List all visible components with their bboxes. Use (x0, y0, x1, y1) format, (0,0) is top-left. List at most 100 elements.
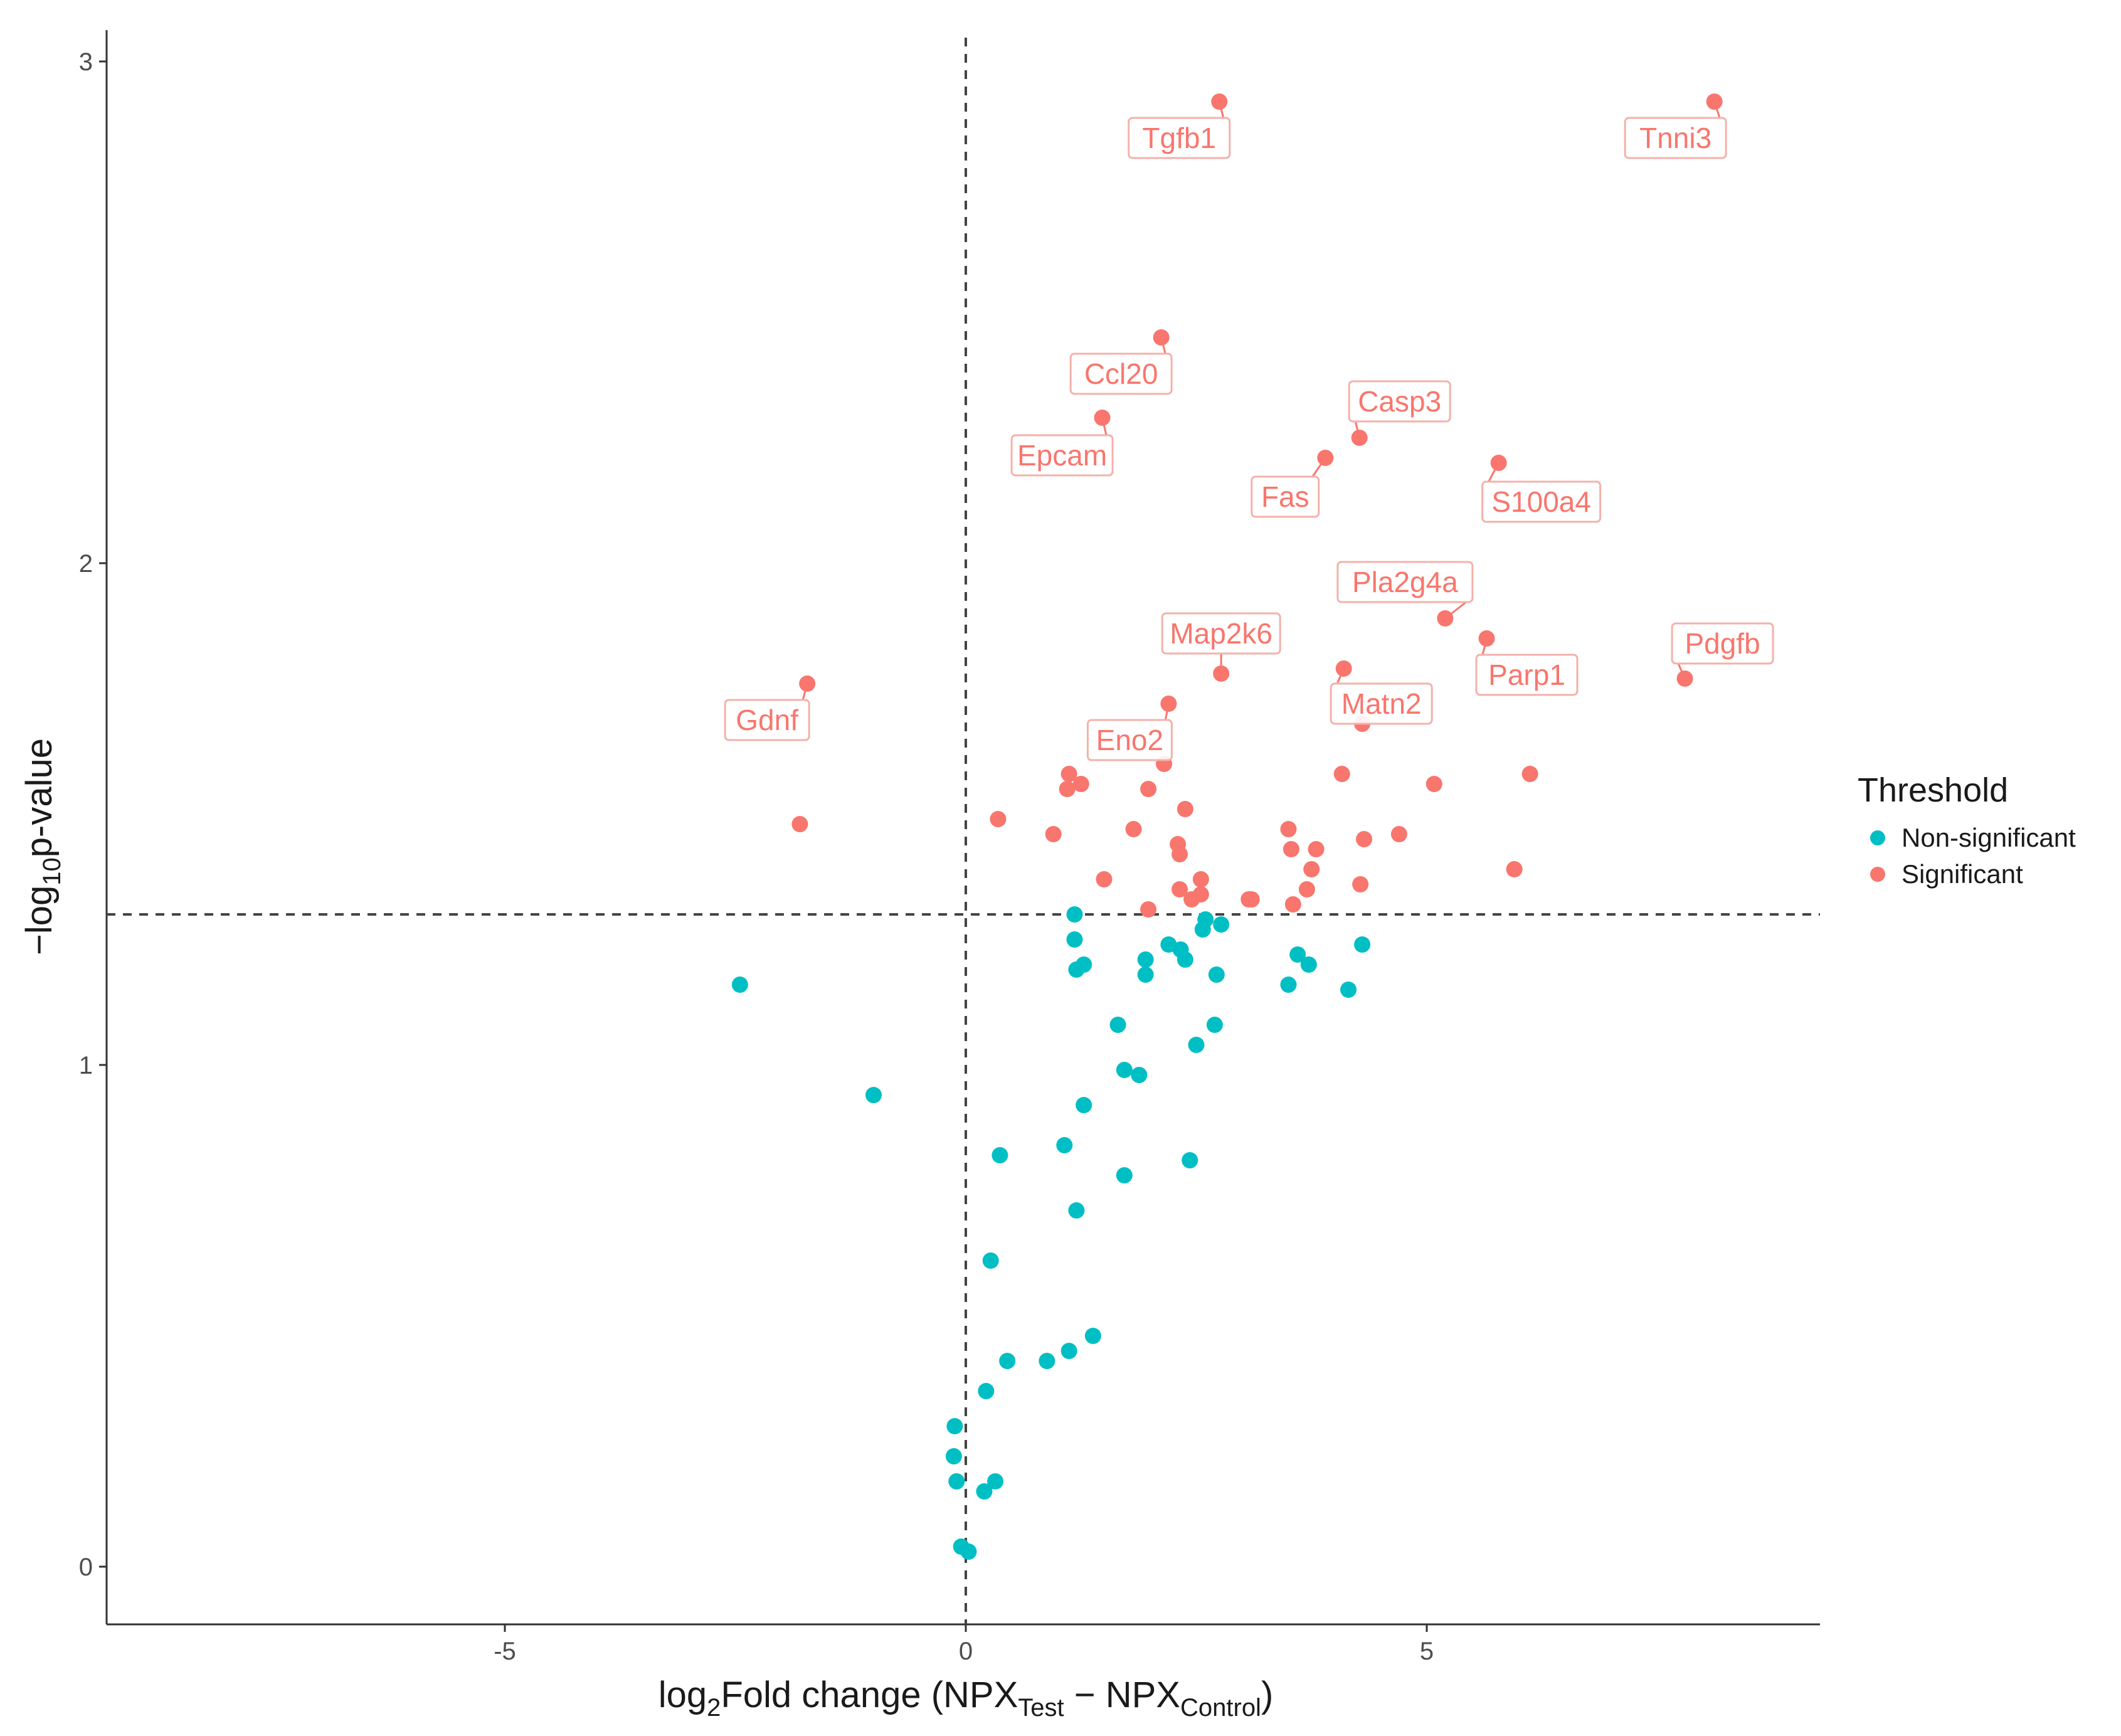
gene-label-box-matn2 (1330, 682, 1433, 725)
point-non-significant (1056, 1137, 1073, 1153)
gene-label-fas: Fas (1261, 480, 1309, 513)
data-points (731, 93, 1723, 1560)
point-significant (1706, 93, 1723, 110)
legend-title: Threshold (1858, 771, 2008, 809)
gene-label-box-fas (1251, 475, 1320, 518)
point-non-significant (992, 1147, 1008, 1163)
point-significant (1333, 766, 1350, 782)
point-significant (1317, 450, 1334, 466)
point-significant (1160, 696, 1177, 712)
point-non-significant (1137, 951, 1154, 968)
x-axis-title-sub3: Control (1180, 1694, 1261, 1722)
x-tick-label: -5 (494, 1638, 516, 1665)
point-significant (1094, 410, 1111, 426)
point-significant (1125, 821, 1142, 837)
point-significant (1140, 781, 1157, 797)
point-non-significant (987, 1473, 1004, 1490)
point-non-significant (1039, 1353, 1055, 1369)
point-significant (1284, 896, 1301, 913)
point-significant (1437, 610, 1454, 627)
gene-label-pla2g4a: Pla2g4a (1352, 566, 1458, 598)
point-significant (799, 675, 816, 692)
point-significant (1211, 93, 1228, 110)
point-significant (1153, 329, 1170, 346)
point-significant (1303, 861, 1320, 877)
x-axis-title-end: ) (1261, 1675, 1273, 1715)
x-axis-title-main: log (659, 1675, 707, 1715)
point-non-significant (1076, 956, 1092, 973)
point-non-significant (1340, 982, 1357, 998)
point-non-significant (948, 1473, 965, 1490)
x-tick-label: 5 (1420, 1638, 1434, 1665)
point-significant (1213, 665, 1230, 682)
point-non-significant (1208, 966, 1225, 983)
point-significant (1243, 891, 1260, 908)
gene-label-casp3: Casp3 (1358, 385, 1441, 418)
legend-label-significant: Significant (1901, 859, 2023, 889)
y-axis-title: −log10p-value (19, 738, 66, 955)
point-non-significant (1066, 931, 1083, 948)
point-significant (1298, 881, 1315, 897)
point-significant (1521, 766, 1538, 782)
point-non-significant (960, 1543, 977, 1560)
threshold-lines (107, 38, 1820, 1624)
point-significant (1192, 871, 1209, 887)
point-significant (1506, 861, 1523, 877)
y-tick-label: 3 (79, 48, 93, 76)
y-axis-title-sub: 10 (38, 857, 66, 886)
x-axis-title-sub1: 2 (707, 1694, 721, 1722)
point-significant (1060, 766, 1077, 782)
gene-label-box-tnni3 (1624, 117, 1727, 159)
legend-swatch-significant (1870, 867, 1885, 882)
gene-label-pdgfb: Pdgfb (1685, 627, 1760, 660)
gene-label-eno2: Eno2 (1096, 724, 1163, 756)
y-axis-title-pre: −log (19, 886, 60, 955)
point-non-significant (1116, 1167, 1133, 1183)
y-axis-ticks: 0 1 2 3 (79, 48, 107, 1581)
point-non-significant (1066, 906, 1083, 923)
point-significant (1192, 886, 1209, 902)
y-tick-label: 1 (79, 1052, 93, 1079)
point-non-significant (1131, 1067, 1148, 1083)
point-significant (1478, 630, 1495, 647)
point-non-significant (999, 1353, 1016, 1369)
point-non-significant (1084, 1328, 1101, 1344)
gene-label-box-tgfb1 (1128, 117, 1231, 159)
point-significant (1390, 826, 1407, 842)
point-significant (1283, 841, 1299, 857)
point-non-significant (982, 1252, 999, 1269)
point-non-significant (1116, 1062, 1133, 1078)
point-significant (1072, 776, 1089, 792)
legend-label-non-significant: Non-significant (1901, 823, 2076, 852)
point-non-significant (1177, 951, 1193, 968)
gene-label-tgfb1: Tgfb1 (1142, 122, 1216, 154)
point-significant (1059, 781, 1076, 797)
x-axis-title: log2Fold change (NPXTest − NPXControl) (659, 1675, 1274, 1722)
point-significant (1676, 670, 1693, 687)
gene-labels: Tgfb1 Tnni3 Ccl20 Epcam Casp3 Fas S100a4 Pla2g4… (724, 117, 1774, 761)
point-significant (1308, 841, 1325, 857)
gene-label-gdnf: Gdnf (736, 704, 798, 736)
point-non-significant (1060, 1343, 1077, 1359)
gene-label-box-gdnf (724, 699, 810, 741)
x-tick-label: 0 (959, 1638, 973, 1665)
gene-label-box-casp3 (1348, 380, 1451, 423)
gene-label-epcam: Epcam (1017, 439, 1107, 472)
gene-label-box-ccl20 (1069, 352, 1173, 395)
gene-label-box-pla2g4a (1336, 561, 1474, 603)
point-non-significant (978, 1383, 995, 1399)
point-non-significant (1289, 946, 1306, 963)
x-axis-title-dash: − NPX (1064, 1675, 1180, 1715)
x-axis-title-mid: Fold change (NPX (721, 1675, 1018, 1715)
x-axis-ticks: -5 0 5 (494, 1624, 1434, 1665)
point-significant (1335, 660, 1352, 677)
gene-label-box-map2k6 (1161, 612, 1281, 655)
point-significant (1177, 801, 1193, 817)
point-non-significant (1197, 911, 1214, 928)
gene-label-s100a4: S100a4 (1491, 485, 1591, 518)
legend: Threshold Non-significant Significant (1858, 771, 2076, 889)
x-axis-title-sub2: Test (1018, 1694, 1064, 1722)
point-significant (1045, 826, 1062, 842)
gene-label-box-eno2 (1086, 719, 1173, 761)
